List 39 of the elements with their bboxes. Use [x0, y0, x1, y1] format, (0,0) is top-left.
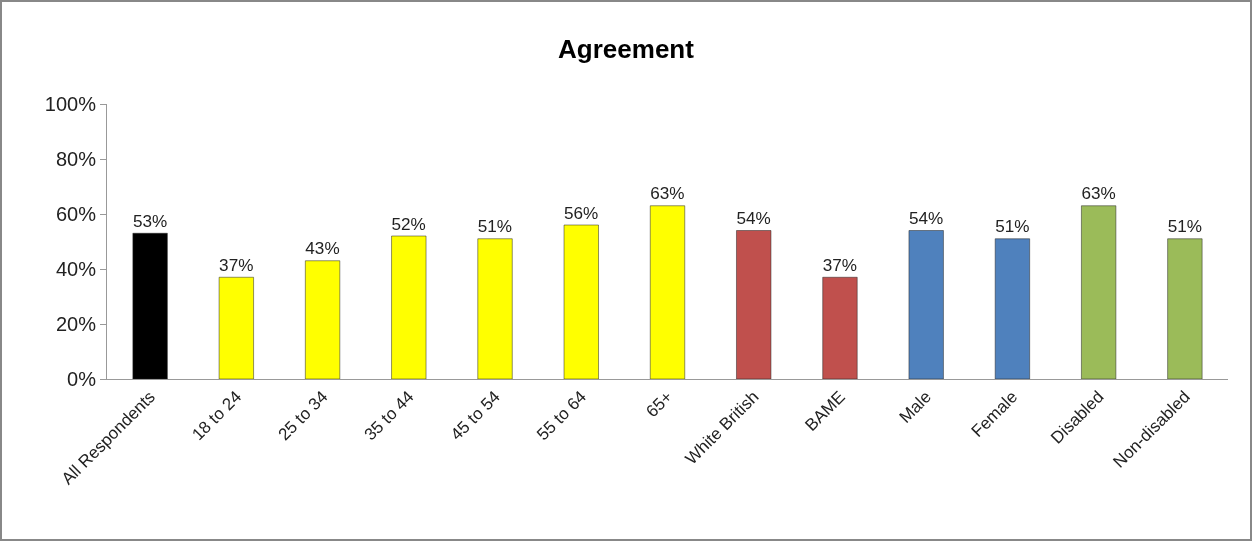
y-tick-label: 20%	[55, 313, 97, 335]
bar	[218, 277, 254, 379]
data-label: 63%	[1081, 183, 1116, 204]
x-tick-label: 55 to 64	[533, 387, 591, 445]
bar	[650, 205, 685, 379]
data-label: 54%	[908, 208, 944, 229]
data-label: 53%	[132, 210, 168, 231]
data-label: 51%	[1167, 216, 1202, 237]
data-label: 43%	[305, 238, 340, 259]
data-label: 54%	[736, 208, 771, 229]
bar	[908, 230, 944, 379]
data-label: 52%	[391, 213, 426, 234]
bar	[994, 238, 1030, 379]
data-label: 51%	[477, 216, 513, 237]
y-tick-label: 60%	[55, 203, 97, 225]
bar	[132, 233, 168, 379]
data-label: 37%	[219, 254, 254, 275]
data-label: 56%	[564, 202, 599, 223]
chart-title: Agreement	[558, 33, 695, 64]
data-label: 37%	[822, 254, 858, 275]
y-tick-label: 100%	[44, 93, 97, 115]
y-tick-label: 0%	[67, 368, 97, 390]
x-tick-label: 35 to 44	[360, 387, 418, 445]
y-tick-label: 80%	[55, 148, 97, 170]
bar	[391, 235, 427, 379]
x-tick-label: 65+	[642, 387, 677, 422]
bar	[305, 260, 341, 379]
x-tick-label: 45 to 54	[446, 387, 504, 445]
y-tick-label: 40%	[55, 258, 97, 280]
bar	[1081, 205, 1117, 379]
bar	[822, 277, 858, 379]
x-tick-label: 18 to 24	[188, 387, 246, 445]
bar	[477, 238, 513, 379]
x-tick-label: 25 to 34	[274, 387, 332, 445]
bar	[1167, 238, 1203, 379]
data-label: 51%	[995, 216, 1030, 237]
bar	[736, 230, 772, 379]
bar	[563, 224, 599, 379]
data-label: 63%	[650, 183, 685, 204]
